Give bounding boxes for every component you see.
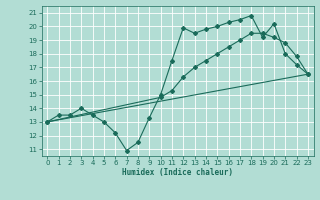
X-axis label: Humidex (Indice chaleur): Humidex (Indice chaleur)	[122, 168, 233, 177]
